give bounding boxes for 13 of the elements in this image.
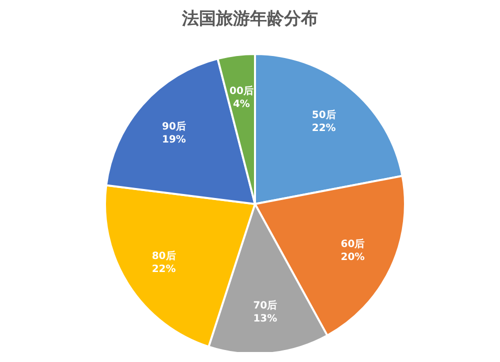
chart-title: 法国旅游年龄分布 (181, 8, 319, 31)
slice-label: 00后 (230, 84, 254, 97)
data-label: 19% (162, 134, 186, 146)
data-label: 13% (253, 314, 278, 325)
data-label: 20% (340, 252, 365, 263)
slice-label: 80后 (152, 250, 176, 262)
slice-label: 90后 (162, 120, 186, 133)
data-label: 22% (312, 122, 336, 134)
slice-label: 60后 (340, 238, 365, 250)
data-label: 22% (152, 264, 176, 275)
data-label: 4% (232, 98, 250, 110)
slice-label: 50后 (312, 108, 336, 121)
slice-label: 70后 (253, 300, 278, 312)
